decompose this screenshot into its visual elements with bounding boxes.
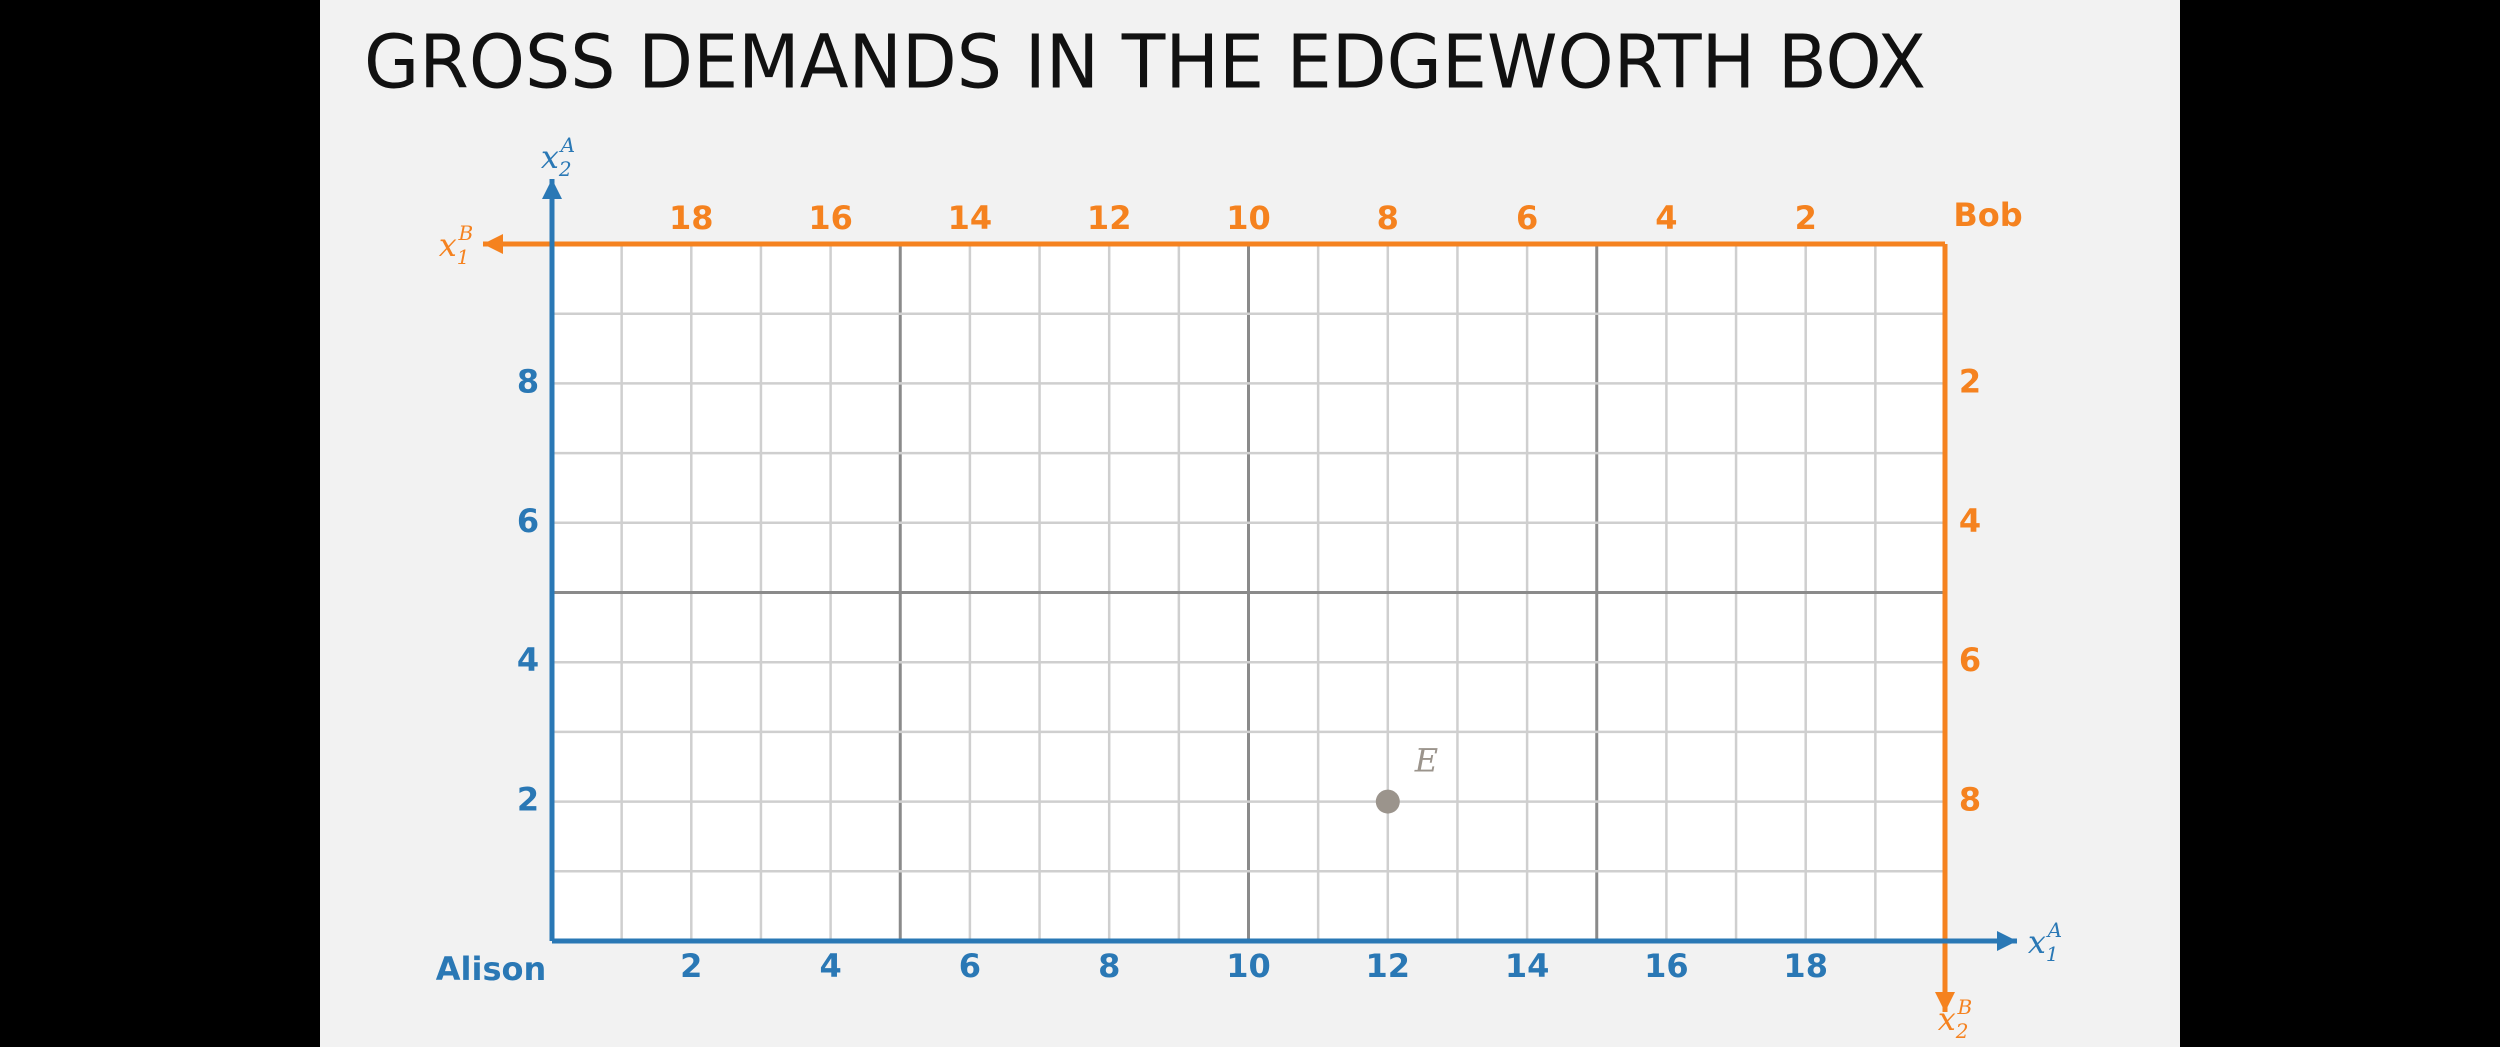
axis-label: x1A [2028, 918, 2062, 966]
axis-label-superscript: A [559, 133, 575, 157]
axis-label-superscript: B [1957, 995, 1973, 1019]
x-tick-label: 14 [1505, 947, 1550, 985]
x2-tick-label: 6 [1516, 199, 1538, 237]
y-tick-label: 2 [517, 781, 539, 819]
point-label: E [1414, 742, 1438, 780]
axis-label-subscript: 2 [1955, 1019, 1969, 1043]
alison-y-axis-head [542, 179, 562, 199]
x2-tick-label: 16 [808, 199, 853, 237]
bob-x-axis-head [483, 234, 503, 254]
x-tick-label: 4 [819, 947, 841, 985]
axis-label-superscript: B [458, 221, 474, 245]
y2-tick-label: 2 [1959, 362, 1981, 400]
x2-tick-label: 2 [1795, 199, 1817, 237]
x2-tick-label: 4 [1655, 199, 1677, 237]
axis-label-subscript: 1 [457, 245, 470, 269]
y-tick-label: 4 [517, 641, 539, 679]
axis-label: x2A [541, 133, 575, 181]
x-tick-label: 12 [1366, 947, 1411, 985]
axis-label-subscript: 1 [2046, 942, 2059, 966]
axis-label-symbol: x [2028, 923, 2046, 961]
chart-title: GROSS DEMANDS IN THE EDGEWORTH BOX [364, 20, 1926, 106]
x2-tick-label: 12 [1087, 199, 1132, 237]
y2-tick-label: 4 [1959, 502, 1981, 540]
bob-y-axis-head [1935, 992, 1955, 1012]
x2-tick-label: 14 [948, 199, 993, 237]
x2-tick-label: 10 [1226, 199, 1271, 237]
origin-label: Bob [1953, 196, 2022, 234]
alison-x-axis-head [1997, 931, 2017, 951]
x-tick-label: 10 [1226, 947, 1271, 985]
x-tick-label: 16 [1644, 947, 1689, 985]
x2-tick-label: 8 [1377, 199, 1399, 237]
axis-label-symbol: x [439, 226, 457, 264]
x-tick-label: 8 [1098, 947, 1120, 985]
axis-label-superscript: A [2046, 918, 2062, 942]
y2-tick-label: 8 [1959, 781, 1981, 819]
x-tick-label: 6 [959, 947, 981, 985]
axis-label-subscript: 2 [558, 157, 572, 181]
x2-tick-label: 18 [669, 199, 714, 237]
x-tick-label: 18 [1783, 947, 1828, 985]
axis-label: x2B [1938, 995, 1972, 1043]
origin-label: Alison [436, 950, 547, 988]
y-tick-label: 8 [517, 362, 539, 400]
axis-label: x1B [439, 221, 473, 269]
axis-label-symbol: x [541, 138, 559, 176]
axis-label-symbol: x [1938, 1000, 1956, 1038]
y2-tick-label: 6 [1959, 641, 1981, 679]
point [1375, 789, 1400, 814]
x-tick-label: 2 [680, 947, 702, 985]
y-tick-label: 6 [517, 502, 539, 540]
